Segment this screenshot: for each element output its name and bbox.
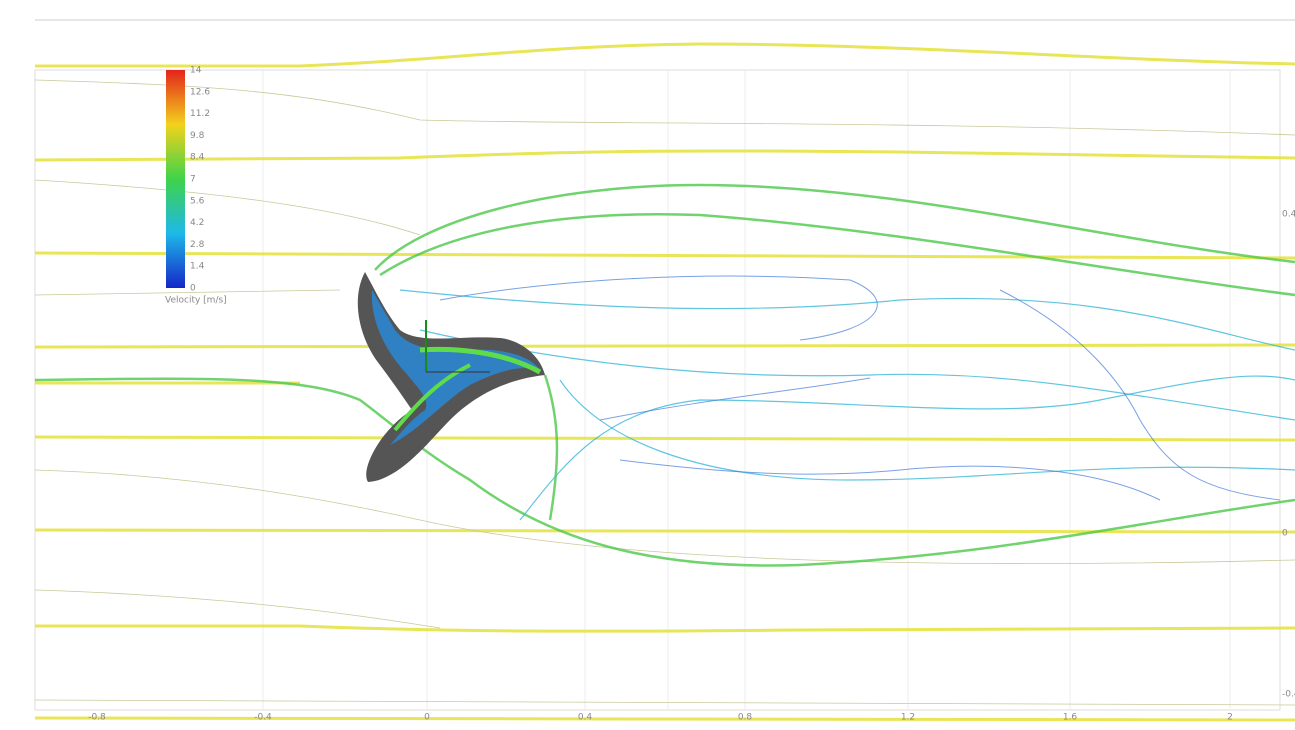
x-tick-label: 1.2: [901, 713, 915, 723]
y-tick-label: 0: [1282, 529, 1288, 539]
x-tick-label: -0.8: [88, 713, 106, 723]
x-tick-label: 0.8: [738, 713, 753, 723]
plot-frame: [35, 70, 1280, 710]
y-tick-label: -0.4: [1282, 690, 1295, 700]
page: {"colorbar": {"ticks": ["14", "12.6", "1…: [0, 0, 1295, 730]
body: Velocity [m/s] 14 12.6 11.2 9.8 8.4 7 5.6 4.2 2.…: [0, 0, 1295, 730]
x-tick-label: -0.4: [254, 713, 272, 723]
x-tick-label: 0: [424, 713, 430, 723]
colorbar-tick-label: 8.4: [190, 153, 205, 163]
colorbar-tick-label: 12.6: [190, 87, 210, 97]
colorbar-tick-label: 14: [190, 66, 202, 76]
y-tick-label: 0.4: [1282, 210, 1295, 220]
colorbar-ticks: 14 12.6 11.2 9.8 8.4 7 5.6 4.2 2.8 1.4 0: [190, 66, 210, 294]
colorbar-tick-label: 4.2: [190, 218, 204, 228]
wake-streamlines: [35, 185, 1295, 566]
colorbar-tick-label: 5.6: [190, 196, 205, 206]
colorbar-tick-label: 9.8: [190, 131, 205, 141]
colorbar-tick-label: 2.8: [190, 240, 205, 250]
colorbar-ramp: [166, 70, 185, 288]
x-tick-label: 2: [1227, 713, 1233, 723]
yellow-streamlines: [35, 44, 1295, 720]
colorbar-tick-label: 0: [190, 284, 196, 294]
propeller: [358, 272, 545, 482]
x-tick-label: 1.6: [1063, 713, 1078, 723]
colorbar-tick-label: 7: [190, 175, 196, 185]
colorbar-tick-label: 1.4: [190, 262, 205, 272]
flow-view: Velocity [m/s] 14 12.6 11.2 9.8 8.4 7 5.6 4.2 2.…: [0, 0, 1295, 730]
colorbar-label: Velocity [m/s]: [165, 296, 227, 306]
colorbar-tick-label: 11.2: [190, 109, 210, 119]
x-tick-label: 0.4: [578, 713, 593, 723]
y-axis: 0.4 0 -0.4: [1282, 210, 1295, 700]
